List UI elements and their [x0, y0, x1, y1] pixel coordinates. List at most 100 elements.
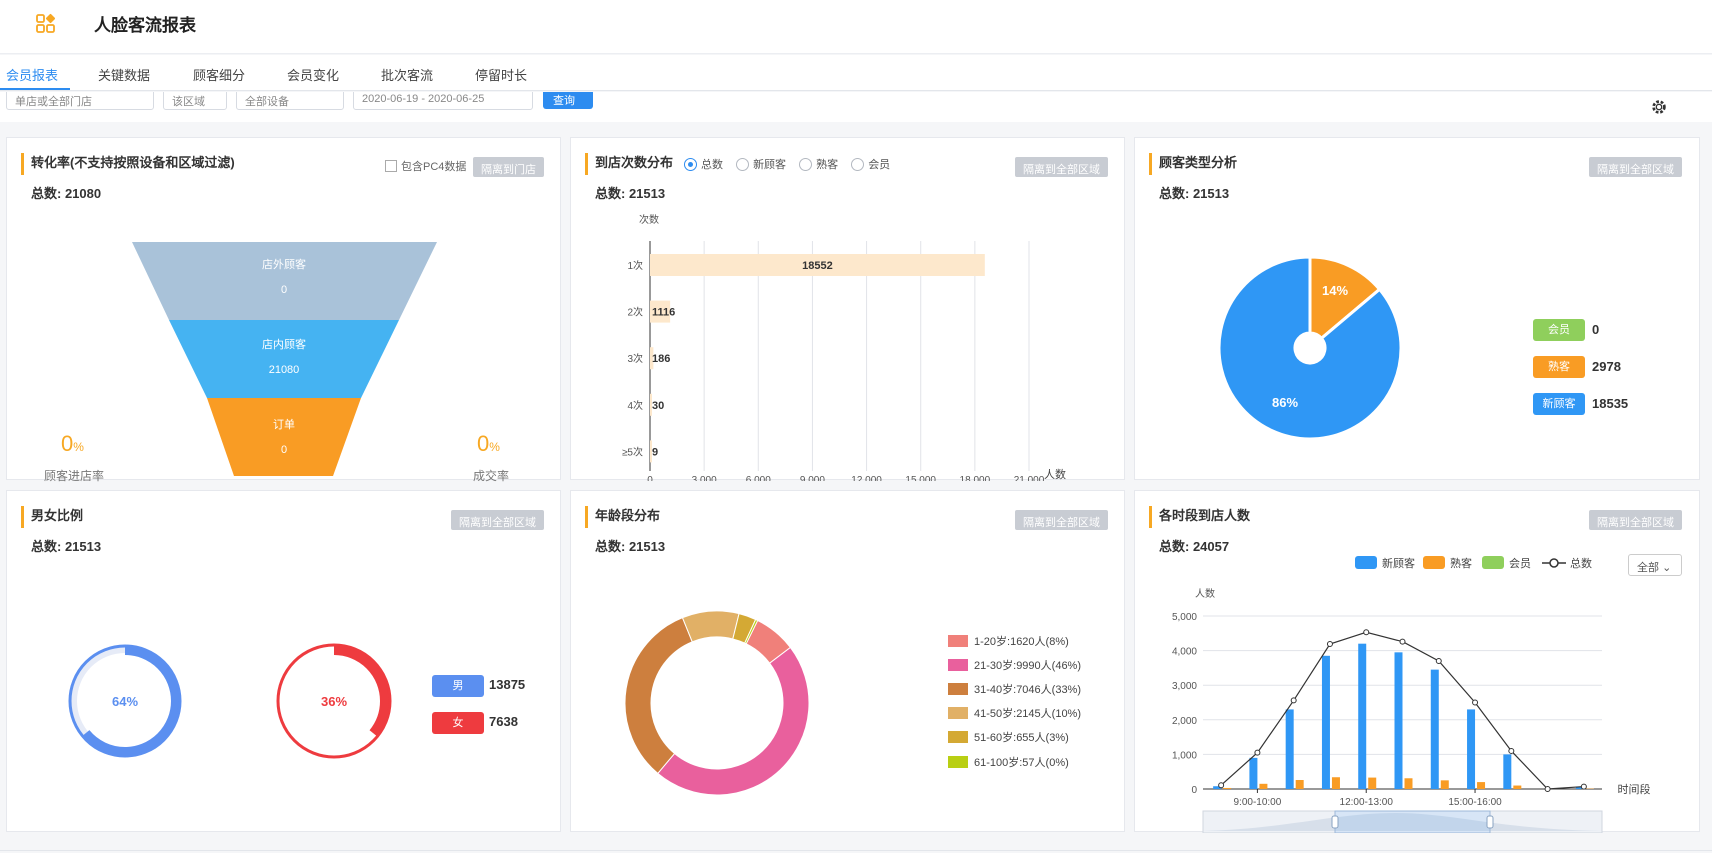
legend-female-value: 7638	[489, 714, 518, 729]
pie-label-new: 86%	[1272, 395, 1298, 410]
deal-rate-label: 成交率	[473, 469, 510, 483]
y-tick-label: 4,000	[1172, 647, 1197, 658]
total-point	[1435, 657, 1442, 664]
tab-member-change[interactable]: 会员变化	[287, 68, 340, 83]
y-tick-label: 1次	[627, 259, 643, 272]
customer-type-isolate-button[interactable]: 隔离到全部区域	[1589, 157, 1682, 177]
device-select[interactable]: 全部设备	[236, 92, 344, 110]
bar-new	[1321, 655, 1330, 789]
hourly-panel: 各时段到店人数 隔离到全部区域 总数: 24057 新顾客 熟客 会员 总数 全…	[1134, 490, 1700, 833]
customer-type-panel: 顾客类型分析 隔离到全部区域 总数: 21513 14% 86% 会员 0 熟客 …	[1134, 137, 1700, 480]
visits-bar	[650, 440, 652, 463]
query-button[interactable]: 查询	[543, 92, 593, 109]
y-tick-label: 5,000	[1172, 612, 1197, 623]
bar-returning	[1477, 782, 1486, 789]
conversion-title: 转化率(不支持按照设备和区域过滤)	[21, 153, 235, 175]
hourly-legend-returning[interactable]: 熟客	[1423, 555, 1472, 571]
x-tick-label: 9,000	[800, 475, 825, 481]
bar-returning	[1440, 780, 1449, 789]
include-pc4-label: 包含PC4数据	[401, 161, 467, 173]
radio-member[interactable]: 会员	[851, 156, 890, 172]
x-tick-label: 12:00-13:00	[1340, 797, 1394, 808]
date-range-input[interactable]: 2020-06-19 - 2020-06-25	[353, 92, 533, 110]
tab-batch-flow[interactable]: 批次客流	[381, 68, 434, 83]
x-axis-label: 时间段	[1618, 782, 1651, 796]
hourly-legend-new[interactable]: 新顾客	[1355, 555, 1415, 571]
store-select[interactable]: 单店或全部门店	[6, 92, 154, 110]
include-pc4-checkbox[interactable]: 包含PC4数据	[385, 158, 466, 174]
gender-total: 总数: 21513	[31, 539, 102, 554]
visits-isolate-button[interactable]: 隔离到全部区域	[1015, 157, 1108, 177]
entry-rate-label: 顾客进店率	[44, 469, 105, 483]
gender-isolate-button[interactable]: 隔离到全部区域	[451, 510, 544, 530]
total-point	[1218, 782, 1225, 789]
tab-customer-segment[interactable]: 顾客细分	[193, 68, 246, 83]
legend-new: 新顾客	[1533, 393, 1585, 415]
funnel-value-outside: 0	[281, 284, 287, 296]
bar-new	[1285, 709, 1294, 789]
hourly-legend-member[interactable]: 会员	[1482, 555, 1531, 571]
bottom-divider	[0, 850, 1712, 851]
line-marker-icon	[1542, 558, 1566, 568]
y-tick-label: 2次	[627, 306, 643, 319]
male-ring-outline	[68, 644, 182, 758]
y-tick-label: ≥5次	[622, 445, 643, 458]
y-tick-label: 4次	[627, 399, 643, 412]
bar-returning	[1368, 777, 1377, 789]
total-point	[1290, 697, 1297, 704]
age-legend-2: 21-30岁:9990人(46%)	[948, 657, 1081, 673]
radio-total[interactable]: 总数	[684, 156, 723, 172]
x-tick-label: 15:00-16:00	[1448, 797, 1502, 808]
age-legend-4: 41-50岁:2145人(10%)	[948, 705, 1081, 721]
gender-title: 男女比例	[21, 506, 83, 528]
total-point	[1580, 783, 1587, 790]
age-legend-1: 1-20岁:1620人(8%)	[948, 633, 1069, 649]
app-header: 人脸客流报表	[0, 0, 1712, 54]
visits-bar-label: 18552	[802, 260, 833, 272]
bar-returning	[1295, 780, 1304, 789]
bar-new	[1249, 757, 1258, 789]
region-select[interactable]: 该区域	[163, 92, 227, 110]
radio-returning[interactable]: 熟客	[799, 156, 838, 172]
age-isolate-button[interactable]: 隔离到全部区域	[1015, 510, 1108, 530]
age-legend-3: 31-40岁:7046人(33%)	[948, 681, 1081, 697]
donut-slice	[681, 610, 740, 643]
hourly-total: 总数: 24057	[1159, 539, 1230, 554]
legend-male: 男	[432, 675, 484, 697]
x-tick-label: 18,000	[960, 475, 991, 481]
legend-male-value: 13875	[489, 677, 526, 692]
y-tick-label: 3次	[627, 352, 643, 365]
isolate-store-button[interactable]: 隔离到门店	[473, 157, 544, 177]
legend-female: 女	[432, 712, 484, 734]
hourly-isolate-button[interactable]: 隔离到全部区域	[1589, 510, 1682, 530]
hourly-range-select[interactable]: 全部 ⌄	[1628, 554, 1682, 576]
hourly-legend-total[interactable]: 总数	[1542, 555, 1592, 571]
y-tick-label: 3,000	[1172, 681, 1197, 692]
visits-title: 到店次数分布	[585, 153, 673, 175]
y-tick-label: 1,000	[1172, 750, 1197, 761]
bar-returning	[1513, 785, 1522, 789]
zoom-handle-left	[1331, 815, 1339, 829]
legend-returning-value: 2978	[1592, 359, 1621, 374]
x-tick-label: 15,000	[905, 475, 936, 481]
tab-key-data[interactable]: 关键数据	[98, 68, 151, 83]
bar-new	[1467, 709, 1476, 789]
male-pct: 64%	[112, 694, 138, 709]
gear-icon[interactable]	[1650, 98, 1668, 116]
visits-bar-label: 30	[652, 400, 664, 412]
tab-member-report[interactable]: 会员报表	[6, 68, 59, 83]
total-point	[1363, 629, 1370, 636]
x-tick-label: 3,000	[692, 475, 717, 481]
pie-slice	[1217, 255, 1403, 441]
gender-panel: 男女比例 隔离到全部区域 总数: 21513 64% 36% 男 13875 女…	[6, 490, 561, 832]
male-ring-arc	[69, 645, 181, 757]
pie-label-returning: 14%	[1322, 283, 1348, 298]
female-ring-arc	[278, 645, 390, 757]
age-legend-5: 51-60岁:655人(3%)	[948, 729, 1069, 745]
radio-new[interactable]: 新顾客	[736, 156, 786, 172]
visits-bar-label: 9	[652, 446, 658, 458]
tab-dwell-time[interactable]: 停留时长	[475, 68, 528, 83]
bar-new	[1394, 652, 1403, 789]
entry-rate-value: 0%	[61, 431, 84, 456]
